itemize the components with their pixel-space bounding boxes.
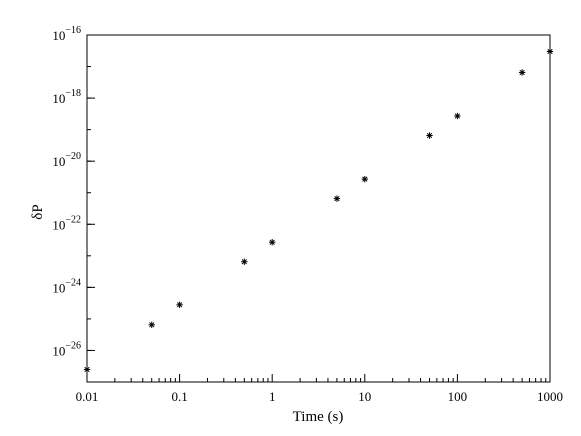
x-tick-label: 1000 bbox=[537, 389, 563, 404]
x-axis: 0.01 0.1 1 10 100 1000 bbox=[76, 374, 563, 404]
data-point bbox=[454, 112, 461, 120]
y-tick-base: 10 bbox=[52, 280, 65, 295]
data-point bbox=[426, 132, 433, 139]
x-tick-label: 1 bbox=[269, 389, 276, 404]
y-tick-exponent: −16 bbox=[65, 25, 81, 36]
x-tick-label: 0.1 bbox=[171, 389, 187, 404]
plot-frame bbox=[86, 34, 551, 383]
data-point bbox=[333, 195, 341, 202]
y-tick-label: 10−18 bbox=[52, 88, 81, 106]
data-point bbox=[148, 321, 155, 329]
data-point bbox=[241, 258, 248, 265]
y-tick-exponent: −20 bbox=[65, 151, 81, 162]
y-tick-base: 10 bbox=[52, 91, 65, 106]
y-tick-base: 10 bbox=[52, 217, 65, 232]
data-point bbox=[176, 301, 183, 309]
x-tick-label: 0.01 bbox=[76, 389, 99, 404]
y-tick-label: 10−26 bbox=[52, 340, 81, 358]
data-points bbox=[83, 48, 554, 373]
data-point bbox=[361, 175, 368, 183]
y-tick-label: 10−20 bbox=[52, 151, 81, 169]
y-tick-base: 10 bbox=[52, 28, 65, 43]
y-tick-label: 10−16 bbox=[52, 25, 81, 43]
x-axis-title: Time (s) bbox=[293, 409, 344, 425]
x-tick-label: 10 bbox=[358, 389, 371, 404]
x-tick-label: 100 bbox=[448, 389, 468, 404]
y-tick-exponent: −18 bbox=[65, 88, 81, 99]
data-point bbox=[269, 239, 276, 246]
data-point bbox=[546, 48, 554, 55]
y-tick-exponent: −22 bbox=[65, 214, 81, 225]
y-tick-base: 10 bbox=[52, 343, 65, 358]
y-tick-label: 10−22 bbox=[52, 214, 81, 232]
data-point bbox=[518, 69, 526, 76]
y-tick-base: 10 bbox=[52, 154, 65, 169]
data-point bbox=[83, 366, 91, 373]
y-axis-title: δP bbox=[30, 204, 46, 219]
y-tick-exponent: −26 bbox=[65, 340, 81, 351]
y-tick-label: 10−24 bbox=[52, 277, 81, 295]
y-tick-exponent: −24 bbox=[65, 277, 81, 288]
plot-area bbox=[86, 34, 551, 383]
